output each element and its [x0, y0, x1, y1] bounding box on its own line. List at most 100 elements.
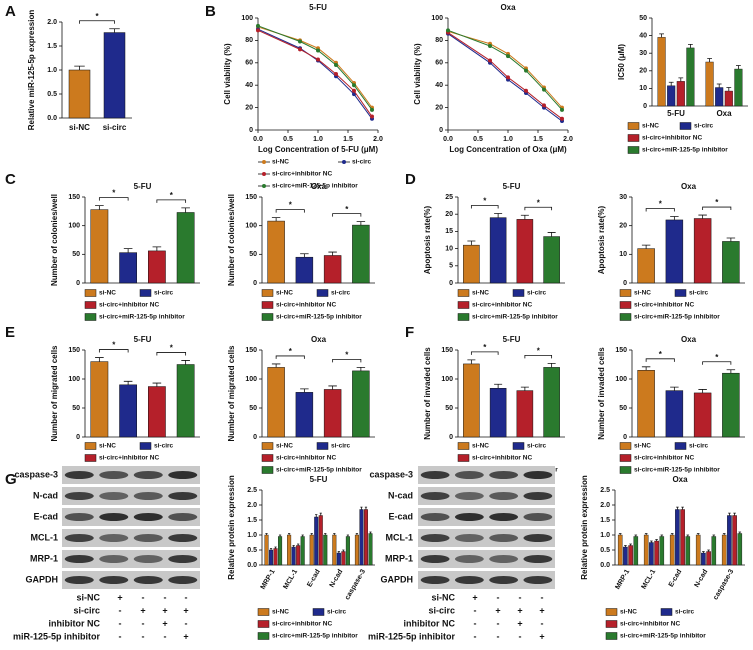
significance-label: *: [659, 200, 663, 209]
error-bar: [618, 533, 622, 535]
bar: [90, 209, 109, 284]
legend-marker: [262, 160, 266, 164]
x-tick-label: E-cad: [306, 568, 322, 588]
legend-label: si-circ+inhibitor NC: [272, 171, 332, 178]
x-tick-label: caspase-3: [344, 568, 367, 601]
error-bar: [722, 533, 726, 535]
blot-band: [64, 555, 94, 563]
protein-label: N-cad: [33, 490, 58, 500]
legend-label: si-NC: [99, 443, 116, 450]
y-axis-label: Cell viability (%): [223, 43, 232, 105]
y-tick-label: 100: [241, 15, 253, 22]
legend-swatch: [619, 454, 632, 462]
legend-label: si-NC: [634, 443, 651, 450]
blot-strip: [62, 529, 200, 547]
bar: [543, 367, 560, 438]
y-tick-label: 0: [76, 434, 80, 441]
chart-title: 5-FU: [134, 335, 152, 344]
bar: [732, 515, 737, 566]
significance-bracket: [470, 351, 499, 355]
error-bar: [346, 534, 350, 537]
legend-swatch: [627, 122, 640, 130]
bar: [628, 545, 633, 566]
blot-band: [133, 513, 163, 521]
bar: [103, 32, 126, 119]
y-tick-label: 25: [445, 194, 453, 201]
y-tick-label: 40: [245, 82, 253, 89]
legend-label: si-circ+miR-125-5p inhibitor: [642, 147, 728, 154]
bar: [693, 218, 712, 284]
condition-mark: -: [142, 592, 145, 602]
y-tick-label: 100: [441, 376, 453, 383]
bar: [693, 392, 712, 438]
legend-label: si-circ: [352, 159, 372, 166]
condition-mark: +: [517, 605, 522, 615]
legend-swatch: [457, 454, 470, 462]
significance-label: *: [345, 351, 349, 360]
bar: [676, 81, 685, 107]
bar: [701, 552, 706, 566]
error-bar: [681, 506, 684, 510]
y-tick-label: 60: [245, 60, 253, 67]
error-bar: [641, 366, 651, 371]
legend-swatch: [605, 620, 618, 628]
condition-mark: -: [119, 605, 122, 615]
legend-label: si-circ: [154, 290, 174, 297]
blot-band: [454, 555, 484, 563]
blot-band: [99, 555, 129, 563]
y-tick-label: 5: [449, 263, 453, 270]
condition-label: si-circ: [73, 605, 100, 615]
significance-bracket: [702, 206, 732, 211]
bar: [341, 551, 346, 566]
significance-label: *: [483, 343, 487, 352]
y-tick-label: 0.0: [247, 562, 257, 569]
data-point: [506, 75, 510, 80]
error-bar: [152, 382, 162, 387]
y-tick-label: 10: [619, 251, 627, 258]
error-bar: [271, 217, 281, 222]
y-tick-label: 20: [619, 223, 627, 230]
chart-title: Oxa: [681, 335, 697, 344]
condition-mark: -: [185, 592, 188, 602]
y-axis-label: Cell viability (%): [413, 43, 422, 105]
panel-label: F: [405, 324, 414, 341]
condition-label: miR-125-5p inhibitor: [13, 631, 101, 641]
error-bar: [109, 28, 120, 33]
blot-band: [64, 471, 94, 479]
chart-title: Oxa: [500, 3, 516, 12]
bar: [665, 390, 684, 438]
blot-band: [133, 534, 163, 542]
significance-label: *: [715, 353, 719, 362]
blot-band: [454, 492, 484, 500]
error-bar: [670, 386, 679, 391]
error-bar: [292, 545, 295, 547]
y-axis-label: Relative miR-125-5p expression: [27, 10, 36, 131]
legend-marker: [262, 184, 266, 188]
y-tick-label: 50: [249, 405, 257, 412]
y-tick-label: 1.0: [600, 532, 610, 539]
error-bar: [547, 232, 556, 237]
error-bar: [726, 87, 732, 92]
bar: [267, 367, 285, 438]
data-point: [370, 107, 374, 112]
error-bar: [324, 533, 327, 535]
blot-band: [168, 513, 198, 521]
chart-title: Oxa: [681, 182, 697, 191]
legend-label: si-NC: [276, 443, 293, 450]
legend-swatch: [457, 313, 470, 321]
y-axis-label: Number of colonies/well: [227, 194, 236, 286]
legend-swatch: [457, 289, 470, 297]
significance-bracket: [275, 355, 305, 359]
y-tick-label: 0: [249, 127, 253, 134]
chart-title: 5-FU: [310, 475, 328, 484]
blot-band: [523, 471, 553, 479]
data-point: [524, 88, 528, 93]
significance-bracket: [702, 361, 732, 365]
y-tick-label: 20: [445, 211, 453, 218]
blot-band: [420, 534, 450, 542]
bar: [363, 509, 368, 566]
x-axis-label: Log Concentration of Oxa (μM): [449, 145, 567, 154]
y-tick-label: 40: [435, 82, 443, 89]
error-bar: [152, 246, 162, 251]
blot-strip: [418, 571, 555, 589]
